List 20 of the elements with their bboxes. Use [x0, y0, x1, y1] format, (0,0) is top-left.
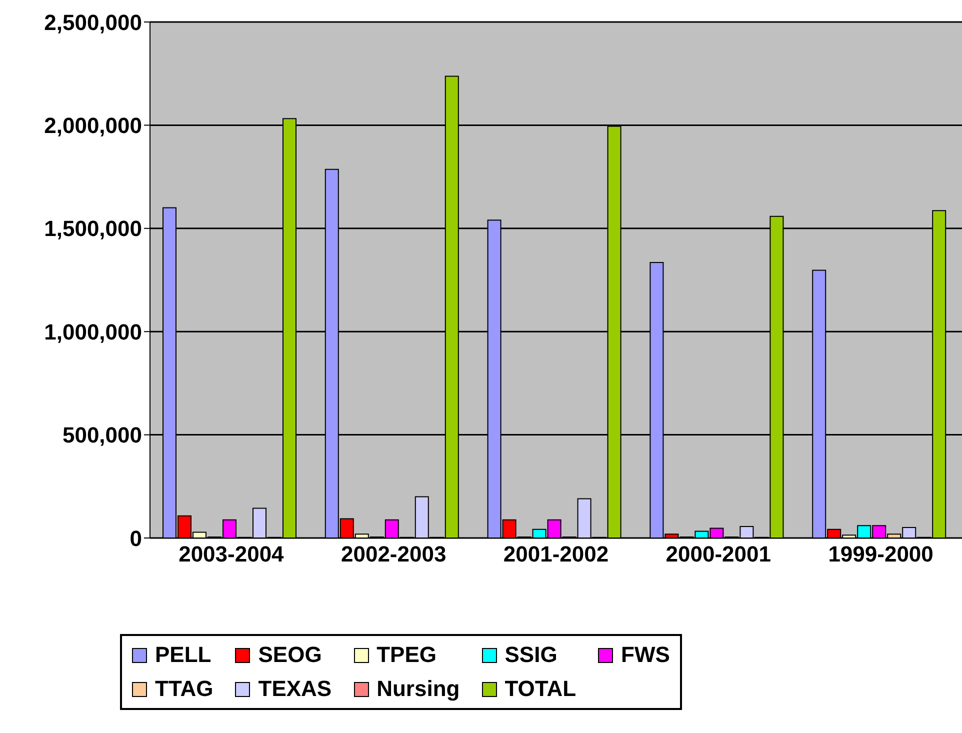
y-tick-label: 500,000	[62, 422, 142, 448]
y-tick-label: 2,500,000	[44, 10, 142, 35]
y-tick-label: 1,000,000	[44, 319, 142, 344]
legend-label: TPEG	[376, 642, 437, 668]
y-tick-label: 0	[130, 526, 142, 551]
x-tick-label: 2003-2004	[178, 542, 285, 567]
legend-label: SEOG	[258, 642, 322, 668]
x-tick-label: 2000-2001	[666, 542, 772, 567]
legend-label: TOTAL	[504, 676, 576, 702]
legend-label: TTAG	[155, 676, 214, 702]
x-tick-label: 1999-2000	[828, 542, 934, 567]
x-tick-label: 2001-2002	[503, 542, 609, 567]
legend-label: PELL	[155, 642, 212, 668]
legend-label: FWS	[621, 642, 670, 668]
legend-label: Nursing	[376, 676, 460, 702]
legend-label: TEXAS	[258, 676, 332, 702]
x-tick-label: 2002-2003	[340, 542, 446, 567]
y-tick-label: 1,500,000	[44, 216, 142, 242]
legend-label: SSIG	[504, 642, 558, 668]
y-tick-label: 2,000,000	[44, 113, 142, 138]
